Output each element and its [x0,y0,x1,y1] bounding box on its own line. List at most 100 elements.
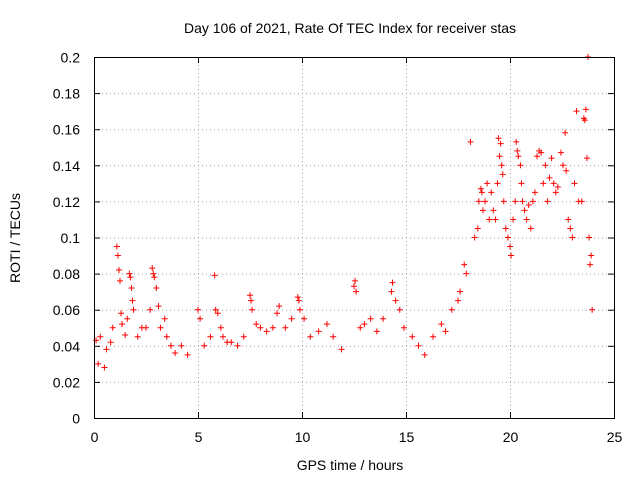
data-point [500,198,507,205]
data-point [589,306,596,313]
y-tick-label: 0.04 [53,338,80,354]
grid-lines [94,57,614,418]
data-point [396,306,403,313]
data-point [508,252,515,259]
data-point [167,342,174,349]
data-point [497,140,504,147]
data-point [288,315,295,322]
data-point [134,333,141,340]
data-point [388,288,395,295]
data-point [315,328,322,335]
data-point [562,129,569,136]
data-point [586,234,593,241]
data-point [228,339,235,346]
data-point [214,310,221,317]
data-point [150,270,157,277]
data-point [563,167,570,174]
data-point [507,243,513,250]
data-point [477,185,484,192]
data-point [438,321,445,328]
data-point [151,274,158,281]
data-point [550,180,557,187]
y-tick-label: 0.2 [61,50,81,66]
data-point [101,364,108,371]
data-point [249,306,256,313]
data-point [495,135,502,142]
data-point [128,285,135,292]
data-point [122,331,129,338]
data-point [124,315,131,322]
data-point [153,285,160,292]
data-point [534,153,541,160]
data-point [430,333,437,340]
data-point [147,306,154,313]
data-point [172,350,179,357]
data-point [212,306,219,313]
data-point [421,351,428,358]
data-points [93,54,596,371]
data-point [531,189,538,196]
data-point [323,321,330,328]
data-point [582,106,589,113]
data-point [467,138,474,145]
data-point [240,333,247,340]
data-point [529,198,536,205]
y-tick-label: 0 [72,411,80,427]
data-point [588,252,595,259]
data-point [357,324,364,331]
data-point [490,207,497,214]
data-point [113,243,120,250]
data-point [552,189,559,196]
data-point [492,216,499,223]
data-point [103,346,110,353]
x-tick-label: 25 [607,429,623,445]
data-point [276,303,283,310]
data-point [217,324,224,331]
data-point [253,321,260,328]
data-point [581,117,588,124]
y-tick-label: 0.14 [53,158,80,174]
y-tick-label: 0.12 [53,194,80,210]
data-point [207,333,214,340]
y-tick-label: 0.1 [61,230,81,246]
data-point [352,277,359,284]
data-point [518,180,525,187]
data-point [514,147,521,154]
data-point [211,272,218,279]
data-point [513,138,520,145]
plot-frame [94,57,615,419]
data-point [415,342,422,349]
data-point [263,328,270,335]
data-point [307,333,314,340]
data-point [351,283,357,290]
data-point [234,342,241,349]
x-axis-title: GPS time / hours [297,457,404,473]
data-point [296,306,303,313]
data-point [560,162,567,169]
data-point [274,310,281,317]
data-point [512,198,519,205]
data-point [93,337,100,344]
data-point [161,315,168,322]
data-point [143,324,149,331]
y-tick-label: 0.08 [53,266,80,282]
data-point [380,315,387,322]
data-point [248,297,255,304]
data-point [527,225,534,232]
data-point [157,324,164,331]
data-point [538,149,545,156]
data-point [540,180,547,187]
y-tick-label: 0.02 [53,374,80,390]
tick-labels: 0 5 10 15 20 25 0 0.02 0.04 0.06 0.08 0.1 0.12 0.14 0.… [53,50,623,446]
data-point [484,180,491,187]
data-point [578,198,585,205]
data-point [338,346,345,353]
data-point [114,252,121,259]
data-point [457,288,464,295]
data-point [361,321,368,328]
data-point [548,155,555,162]
data-point [97,333,104,340]
chart-title: Day 106 of 2021, Rate Of TEC Index for r… [184,20,516,36]
data-point [373,328,380,335]
